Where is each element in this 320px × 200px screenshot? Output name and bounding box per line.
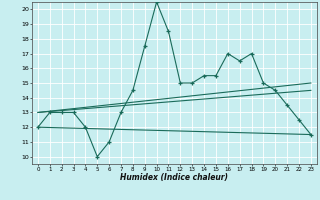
X-axis label: Humidex (Indice chaleur): Humidex (Indice chaleur) [120, 173, 228, 182]
